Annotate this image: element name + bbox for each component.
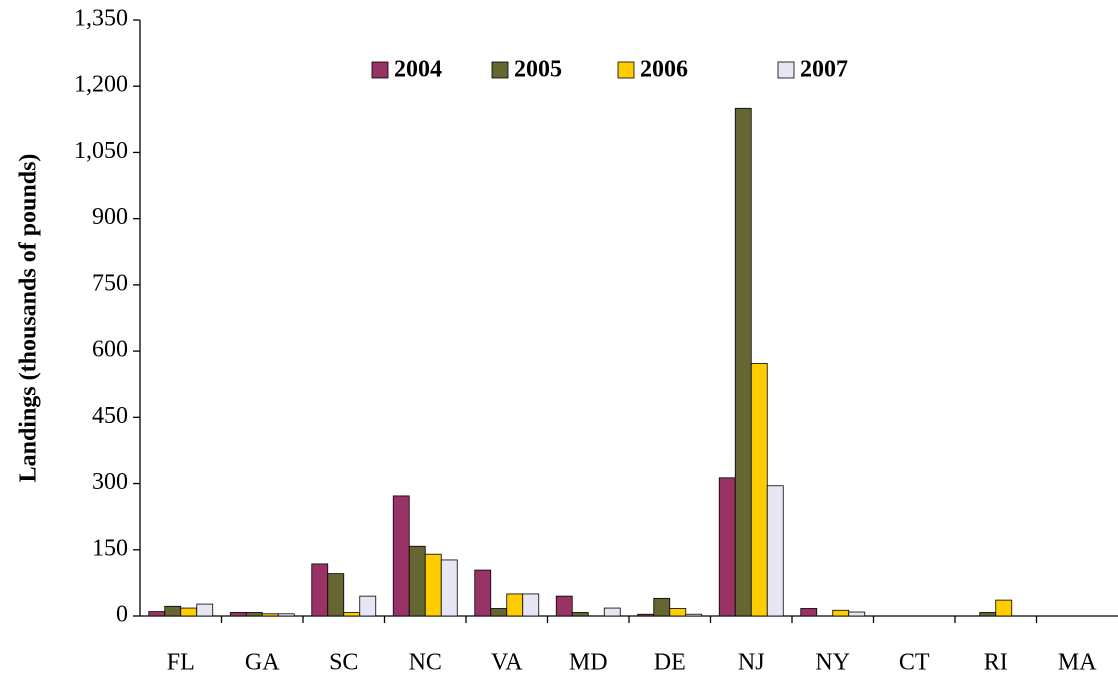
bar — [164, 605, 182, 617]
legend-swatch — [617, 61, 635, 79]
bar — [148, 611, 166, 617]
bar — [327, 573, 345, 617]
y-tick-label: 450 — [92, 403, 128, 429]
bar — [766, 485, 784, 617]
bar — [261, 613, 279, 617]
legend-label: 2005 — [514, 57, 562, 83]
bar — [750, 363, 768, 617]
bar — [196, 603, 214, 617]
y-tick-label: 1,350 — [74, 6, 128, 32]
bar — [685, 613, 703, 617]
y-tick-label: 0 — [116, 602, 128, 628]
legend-label: 2004 — [394, 57, 442, 83]
x-tick-label: NC — [409, 650, 442, 676]
bar — [571, 612, 589, 617]
y-tick-label: 750 — [92, 270, 128, 296]
bar — [653, 597, 671, 617]
bar — [490, 608, 508, 617]
x-tick-label: RI — [984, 650, 1008, 676]
x-tick-label: FL — [167, 650, 195, 676]
x-tick-label: CT — [899, 650, 930, 676]
bar — [424, 553, 442, 617]
bar — [474, 569, 492, 617]
bar — [392, 495, 410, 617]
legend-swatch — [777, 61, 795, 79]
y-tick-label: 1,050 — [74, 138, 128, 164]
bar — [245, 612, 263, 617]
y-tick-label: 900 — [92, 204, 128, 230]
bar — [359, 595, 377, 617]
bar — [506, 593, 524, 617]
bar — [408, 545, 426, 617]
bar — [832, 609, 850, 617]
legend-swatch — [491, 61, 509, 79]
x-tick-label: GA — [245, 650, 280, 676]
x-tick-label: NJ — [738, 650, 765, 676]
y-tick-label: 300 — [92, 469, 128, 495]
y-axis-label: Landings (thousands of pounds) — [16, 154, 42, 483]
legend-label: 2007 — [800, 57, 848, 83]
x-tick-label: NY — [815, 650, 850, 676]
x-tick-label: MD — [569, 650, 608, 676]
bar — [800, 608, 818, 617]
x-tick-label: MA — [1058, 650, 1097, 676]
y-tick-label: 150 — [92, 535, 128, 561]
bar — [734, 107, 752, 617]
bar — [848, 611, 866, 617]
bar — [440, 559, 458, 617]
bar — [718, 477, 736, 617]
bar — [343, 612, 361, 617]
bar — [180, 607, 198, 617]
bar — [522, 593, 540, 617]
bar — [637, 613, 655, 617]
legend-swatch — [371, 61, 389, 79]
bar — [555, 595, 573, 617]
x-tick-label: SC — [329, 650, 358, 676]
bar — [229, 612, 247, 617]
bar — [995, 599, 1013, 617]
y-tick-label: 600 — [92, 337, 128, 363]
bar — [311, 563, 329, 617]
bar — [277, 613, 295, 617]
bar — [603, 607, 621, 617]
bar — [669, 608, 687, 617]
x-tick-label: DE — [654, 650, 686, 676]
bar — [979, 612, 997, 617]
y-tick-label: 1,200 — [74, 72, 128, 98]
x-tick-label: VA — [491, 650, 523, 676]
legend-label: 2006 — [640, 57, 688, 83]
